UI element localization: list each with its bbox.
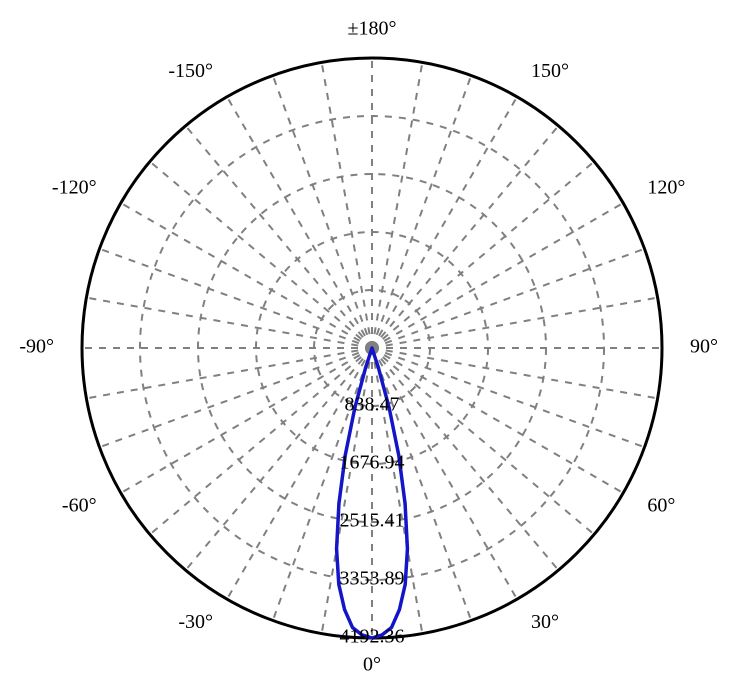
angle-label: 60° [647, 495, 675, 517]
radial-label: 3353.89 [340, 568, 405, 590]
grid-spoke [372, 62, 422, 348]
grid-spoke [99, 348, 372, 447]
grid-spoke [322, 348, 372, 634]
angle-label: 90° [690, 336, 718, 358]
grid-spoke [372, 298, 658, 348]
polar-chart: 838.47 1676.94 2515.41 3353.89 4192.36 0° 30°… [0, 0, 744, 697]
grid-spoke [372, 348, 422, 634]
radial-label: 1676.94 [340, 452, 405, 474]
radial-label: 838.47 [345, 394, 400, 416]
angle-label: ±180° [348, 18, 397, 40]
grid-spoke [86, 348, 372, 398]
angle-label: -90° [19, 336, 54, 358]
angle-label: -30° [178, 611, 213, 633]
angle-label: 120° [647, 177, 685, 199]
angle-label: -60° [62, 495, 97, 517]
angle-label: -120° [52, 177, 97, 199]
grid-spoke [86, 298, 372, 348]
grid-spoke [372, 348, 658, 398]
radial-label: 2515.41 [340, 510, 405, 532]
grid-spoke [322, 62, 372, 348]
angle-label: 0° [363, 654, 381, 676]
angle-label: -150° [168, 60, 213, 82]
grid-spoke [273, 75, 372, 348]
angle-label: 30° [531, 611, 559, 633]
angle-label: 150° [531, 60, 569, 82]
radial-label: 4192.36 [340, 626, 405, 648]
